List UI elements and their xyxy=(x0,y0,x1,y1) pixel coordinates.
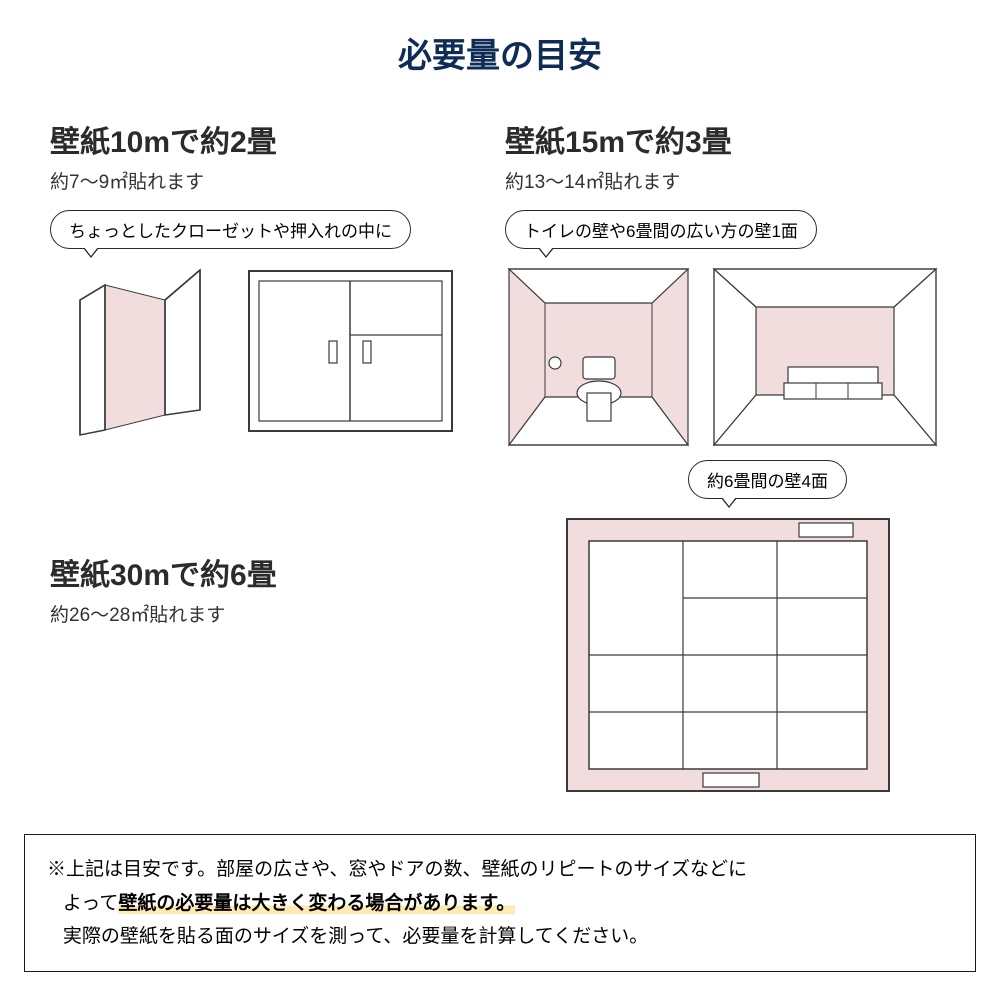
cell-subtitle: 約26～28㎡貼れます xyxy=(50,600,495,627)
cell-10m: 壁紙10mで約2畳 約7～9㎡貼れます ちょっとしたクローゼットや押入れの中に xyxy=(50,117,495,450)
note-emphasis: 壁紙の必要量は大きく変わる場合があります。 xyxy=(118,893,515,914)
callout-bubble: ちょっとしたクローゼットや押入れの中に xyxy=(50,210,411,249)
note-box: ※上記は目安です。部屋の広さや、窓やドアの数、壁紙のリピートのサイズなどに よっ… xyxy=(24,834,976,972)
note-text: よって xyxy=(63,893,118,914)
cell-subtitle: 約7～9㎡貼れます xyxy=(50,167,495,194)
oshiire-illustration xyxy=(243,265,458,440)
cell-title: 壁紙15mで約3畳 xyxy=(505,117,950,161)
cell-subtitle: 約13～14㎡貼れます xyxy=(505,167,950,194)
floorplan-illustration xyxy=(563,515,893,795)
cell-title: 壁紙30mで約6畳 xyxy=(50,550,495,594)
cell-15m: 壁紙15mで約3畳 約13～14㎡貼れます トイレの壁や6畳間の広い方の壁1面 xyxy=(505,117,950,450)
cell-title: 壁紙10mで約2畳 xyxy=(50,117,495,161)
cell-30m-plan: 約6畳間の壁4面 xyxy=(505,460,950,800)
page-title: 必要量の目安 xyxy=(50,28,950,77)
toilet-illustration xyxy=(505,265,692,450)
info-grid: 壁紙10mで約2畳 約7～9㎡貼れます ちょっとしたクローゼットや押入れの中に xyxy=(50,117,950,800)
callout-bubble: トイレの壁や6畳間の広い方の壁1面 xyxy=(505,210,817,249)
note-text: ※上記は目安です。部屋の広さや、窓やドアの数、壁紙のリピートのサイズなどに xyxy=(47,859,747,880)
note-text: 実際の壁紙を貼る面のサイズを測って、必要量を計算してください。 xyxy=(63,926,648,947)
living-illustration xyxy=(710,265,940,450)
callout-bubble: 約6畳間の壁4面 xyxy=(688,460,847,499)
cell-30m-text: 壁紙30mで約6畳 約26～28㎡貼れます xyxy=(50,460,495,800)
closet-illustration xyxy=(50,265,225,440)
